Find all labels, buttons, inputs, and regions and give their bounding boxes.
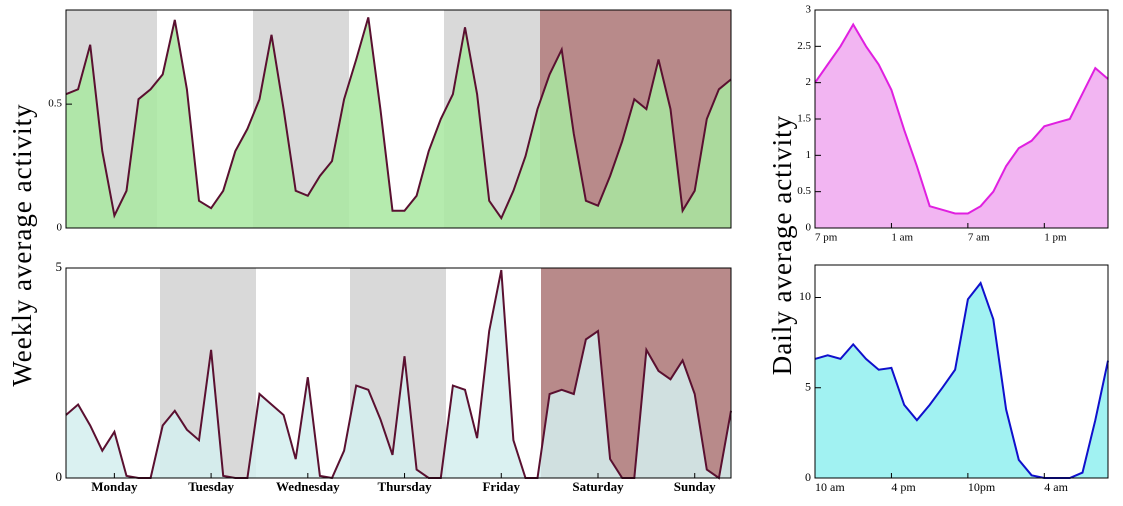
y-tick-label: 2.5 <box>797 40 811 52</box>
y-axis-title: Weekly average activity <box>7 103 37 386</box>
x-tick-label: Wednesday <box>276 479 340 494</box>
y-tick-label: 0 <box>805 470 811 484</box>
x-tick-label: Tuesday <box>188 479 234 494</box>
x-tick-label: Saturday <box>572 479 624 494</box>
x-tick-label: 4 am <box>1044 480 1068 494</box>
y-tick-label: 0 <box>57 222 63 234</box>
y-tick-label: 0 <box>806 222 812 234</box>
x-tick-label: 10pm <box>968 480 996 494</box>
y-tick-label: 0 <box>56 469 63 484</box>
line <box>65 17 732 221</box>
line <box>65 269 732 480</box>
y-tick-label: 3 <box>806 4 812 16</box>
y-axis-title: Daily average activity <box>767 115 797 375</box>
x-tick-label: 1 pm <box>1044 232 1067 244</box>
frame <box>814 264 1109 479</box>
y-tick-label: 1.5 <box>797 113 811 125</box>
y-tick-label: 1 <box>806 149 812 161</box>
area <box>66 270 731 478</box>
area <box>815 283 1108 478</box>
x-tick-label: Thursday <box>377 479 432 494</box>
x-tick-label: Monday <box>91 479 138 494</box>
x-tick-label: 1 am <box>891 232 913 244</box>
frame <box>65 267 732 479</box>
x-tick-label: Friday <box>482 479 520 494</box>
frame <box>65 9 732 229</box>
y-tick-label: 5 <box>805 379 811 393</box>
x-tick-label: 4 pm <box>891 480 916 494</box>
x-tick-label: Sunday <box>674 479 716 494</box>
x-tick-label: 10 am <box>815 480 845 494</box>
y-tick-label: 0.5 <box>797 185 811 197</box>
area <box>815 24 1108 228</box>
y-tick-label: 0.5 <box>48 98 62 110</box>
line <box>814 22 1109 215</box>
y-tick-label: 2 <box>806 76 812 88</box>
x-tick-label: 7 pm <box>815 232 838 244</box>
x-tick-label: 7 am <box>968 232 990 244</box>
y-tick-label: 5 <box>56 259 63 274</box>
area <box>66 17 731 229</box>
y-tick-label: 10 <box>799 289 811 303</box>
